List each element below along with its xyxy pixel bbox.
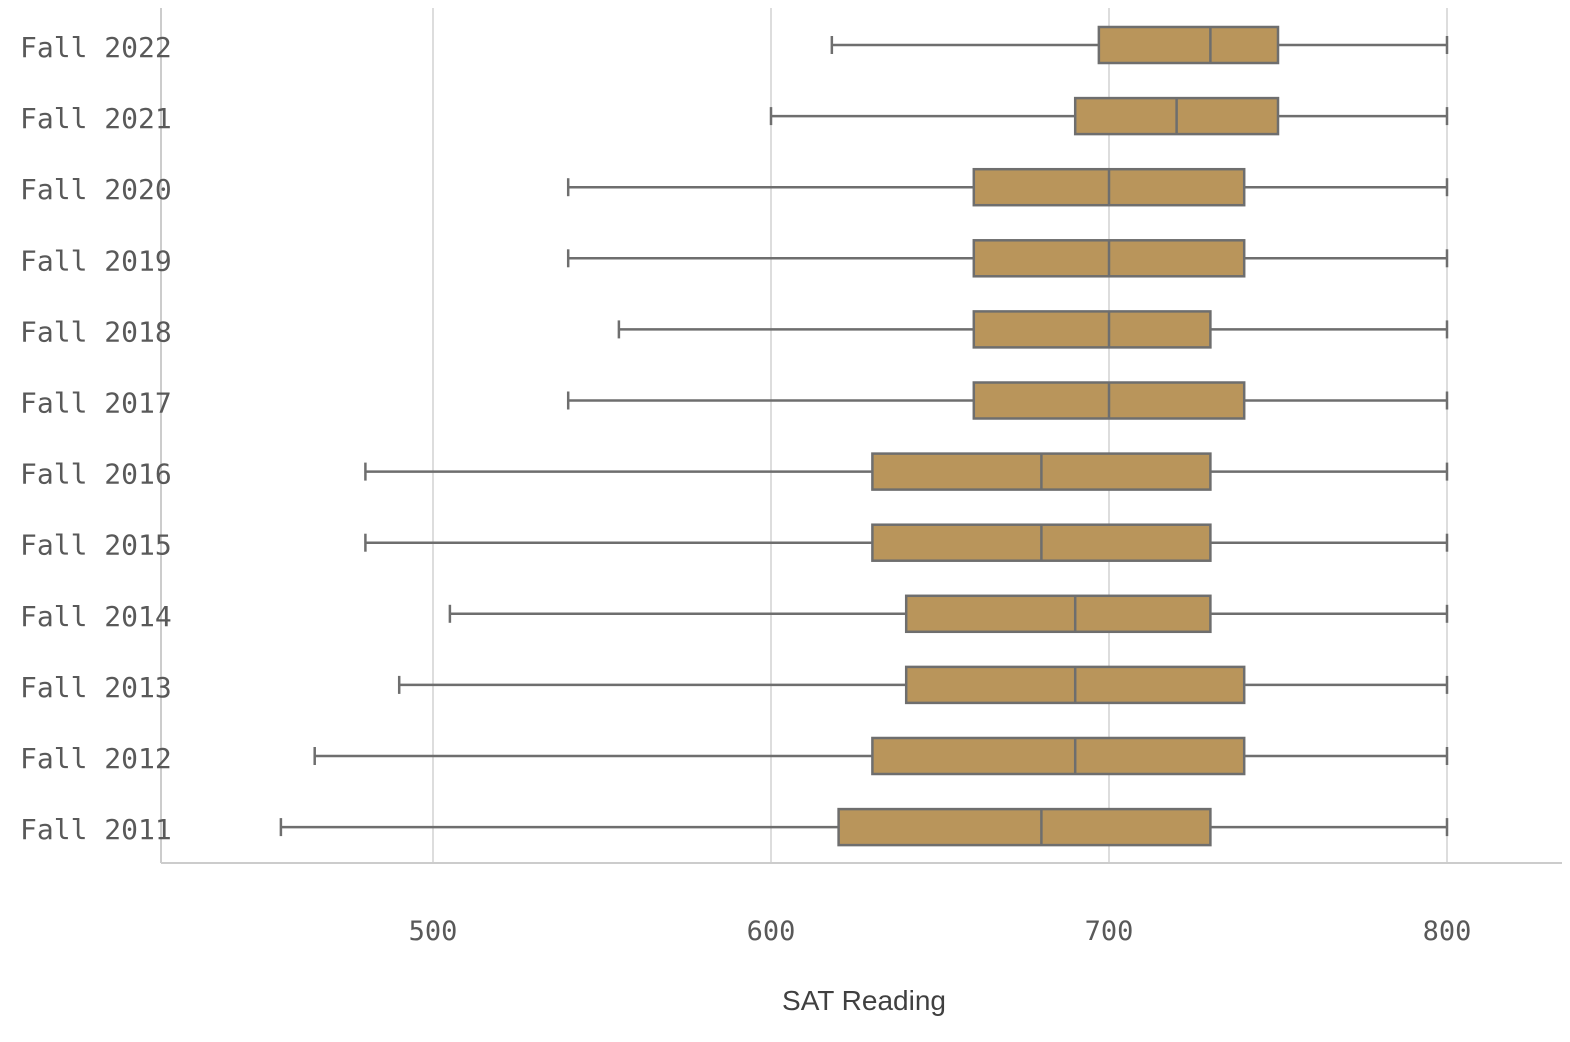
box-group-fall-2016: [364, 452, 1449, 491]
x-tick-label-800: 800: [1423, 916, 1472, 947]
category-label-fall-2011: Fall 2011: [20, 813, 172, 846]
box-group-fall-2017: [566, 381, 1449, 420]
box-group-fall-2020: [566, 167, 1449, 207]
axis-layer: [160, 8, 1562, 864]
box-group-fall-2014: [448, 594, 1449, 634]
box-group-fall-2019: [566, 239, 1449, 278]
x-tick-label-500: 500: [409, 916, 458, 947]
category-label-fall-2014: Fall 2014: [20, 600, 172, 633]
iqr-box: [1097, 25, 1280, 65]
iqr-box: [837, 807, 1212, 847]
grid-layer: [432, 8, 1448, 863]
x-tick-label-700: 700: [1085, 916, 1134, 947]
box-group-fall-2011: [279, 807, 1449, 847]
category-label-fall-2020: Fall 2020: [20, 173, 172, 206]
category-label-fall-2015: Fall 2015: [20, 529, 172, 562]
iqr-box: [972, 310, 1212, 349]
iqr-box: [871, 736, 1246, 776]
category-label-fall-2017: Fall 2017: [20, 387, 172, 420]
iqr-box: [904, 594, 1212, 634]
category-label-fall-2022: Fall 2022: [20, 31, 172, 64]
box-group-fall-2013: [397, 665, 1449, 705]
x-tick-label-600: 600: [747, 916, 796, 947]
category-label-fall-2013: Fall 2013: [20, 671, 172, 704]
box-layer: [279, 25, 1449, 847]
category-label-fall-2018: Fall 2018: [20, 315, 172, 348]
category-label-fall-2012: Fall 2012: [20, 742, 172, 775]
category-label-fall-2016: Fall 2016: [20, 458, 172, 491]
box-group-fall-2018: [617, 310, 1449, 349]
x-axis-title: SAT Reading: [782, 985, 946, 1016]
label-layer: 500 600 700 800 Fall 2022 Fall 2021 Fall 2020 F…: [20, 31, 1471, 947]
category-label-fall-2021: Fall 2021: [20, 102, 172, 135]
box-group-fall-2012: [313, 736, 1449, 776]
box-group-fall-2015: [364, 523, 1449, 562]
box-group-fall-2021: [769, 96, 1449, 136]
box-group-fall-2022: [830, 25, 1449, 65]
category-label-fall-2019: Fall 2019: [20, 244, 172, 277]
